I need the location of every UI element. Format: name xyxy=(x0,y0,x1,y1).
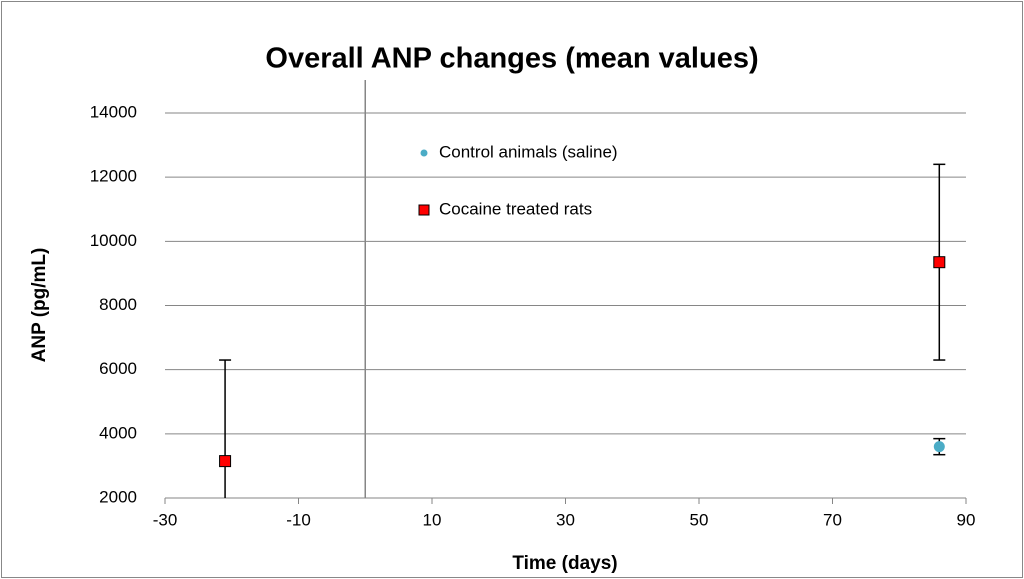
x-tick-label: 50 xyxy=(690,510,709,529)
x-axis-label: Time (days) xyxy=(512,553,617,574)
y-tick-label: 8000 xyxy=(99,295,137,314)
marker xyxy=(933,441,945,453)
y-tick-label: 4000 xyxy=(99,423,137,442)
y-tick-label: 2000 xyxy=(99,487,137,506)
legend-item: Control animals (saline) xyxy=(420,142,618,161)
x-tick-label: 30 xyxy=(556,510,575,529)
marker xyxy=(933,256,946,269)
y-tick-label: 12000 xyxy=(90,167,137,186)
marker xyxy=(219,455,232,468)
chart-title: Overall ANP changes (mean values) xyxy=(265,43,758,75)
x-tick-label: -30 xyxy=(153,510,178,529)
y-tick-label: 10000 xyxy=(90,231,137,250)
x-tick-label: 70 xyxy=(823,510,842,529)
legend-marker xyxy=(420,149,428,157)
legend-label: Control animals (saline) xyxy=(439,142,618,161)
y-tick-label: 6000 xyxy=(99,359,137,378)
legend-marker xyxy=(418,204,430,216)
y-axis-label: ANP (pg/mL) xyxy=(29,248,50,363)
legend-label: Cocaine treated rats xyxy=(439,199,592,218)
x-tick-label: 90 xyxy=(957,510,976,529)
y-tick-label: 14000 xyxy=(90,102,137,121)
legend-item: Cocaine treated rats xyxy=(418,199,592,218)
x-tick-label: -10 xyxy=(286,510,311,529)
x-tick-label: 10 xyxy=(423,510,442,529)
